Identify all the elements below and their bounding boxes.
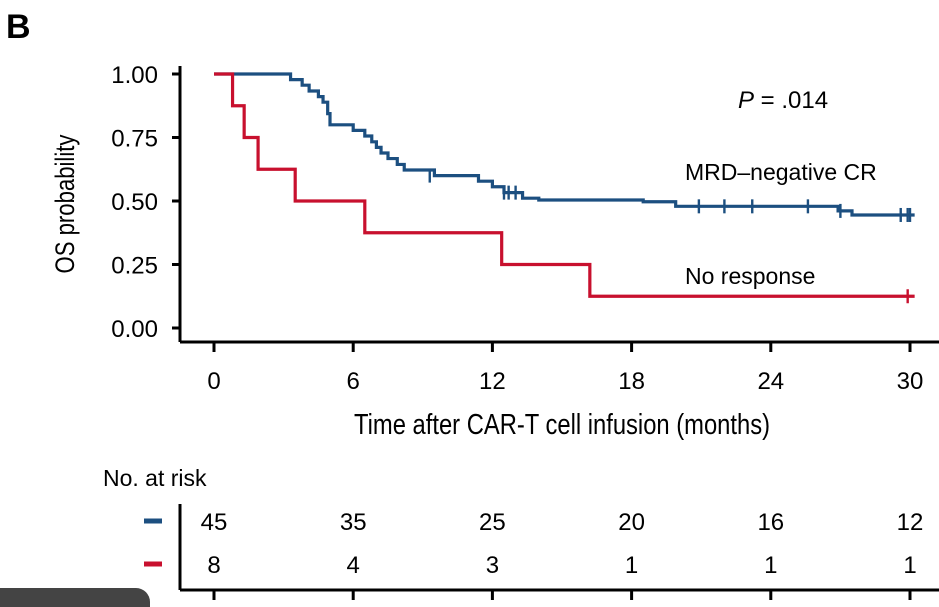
x-tick-label: 18	[618, 368, 645, 395]
p-value-text: = .014	[754, 87, 828, 114]
series-label-mrd-negative: MRD–negative CR	[685, 159, 877, 185]
y-tick-label: 1.00	[111, 62, 158, 89]
risk-value: 8	[207, 552, 220, 579]
risk-value: 1	[625, 552, 638, 579]
x-tick-label: 6	[347, 368, 360, 395]
x-ticks: 0 6 12 18 24 30	[207, 342, 923, 395]
p-value-annotation: P = .014	[738, 87, 828, 114]
x-tick-label: 0	[207, 368, 220, 395]
risk-value: 45	[201, 509, 228, 536]
y-axis-label: OS probability	[51, 134, 81, 274]
x-tick-label: 24	[757, 368, 784, 395]
risk-table-rows: 45 35 25 20 16 12 8 4 3 1 1 1	[144, 509, 923, 579]
y-tick-label: 0.50	[111, 189, 158, 216]
x-tick-label: 30	[897, 368, 924, 395]
risk-value: 25	[479, 509, 506, 536]
y-ticks: 0.00 0.25 0.50 0.75 1.00	[111, 62, 180, 343]
panel-label: B	[6, 8, 31, 46]
risk-table: No. at risk 45 35 25 20 16 12 8 4 3 1 1 1	[103, 465, 939, 600]
risk-value: 12	[897, 509, 924, 536]
risk-value: 20	[618, 509, 645, 536]
overlay-toolbar-stub[interactable]	[0, 588, 150, 607]
risk-value: 16	[757, 509, 784, 536]
plot-area: 0.00 0.25 0.50 0.75 1.00 0 6 12 18 24 30 OS proba…	[51, 62, 939, 441]
series-label-no-response: No response	[685, 263, 815, 289]
risk-value: 35	[340, 509, 367, 536]
risk-value: 1	[764, 552, 777, 579]
y-tick-label: 0.75	[111, 126, 158, 153]
risk-value: 4	[347, 552, 360, 579]
risk-value: 1	[903, 552, 916, 579]
risk-value: 3	[486, 552, 499, 579]
y-tick-label: 0.25	[111, 253, 158, 280]
x-axis-label: Time after CAR-T cell infusion (months)	[354, 408, 770, 441]
risk-table-title: No. at risk	[103, 465, 207, 491]
y-tick-label: 0.00	[111, 316, 158, 343]
x-tick-label: 12	[479, 368, 506, 395]
p-value-symbol: P	[738, 87, 754, 114]
